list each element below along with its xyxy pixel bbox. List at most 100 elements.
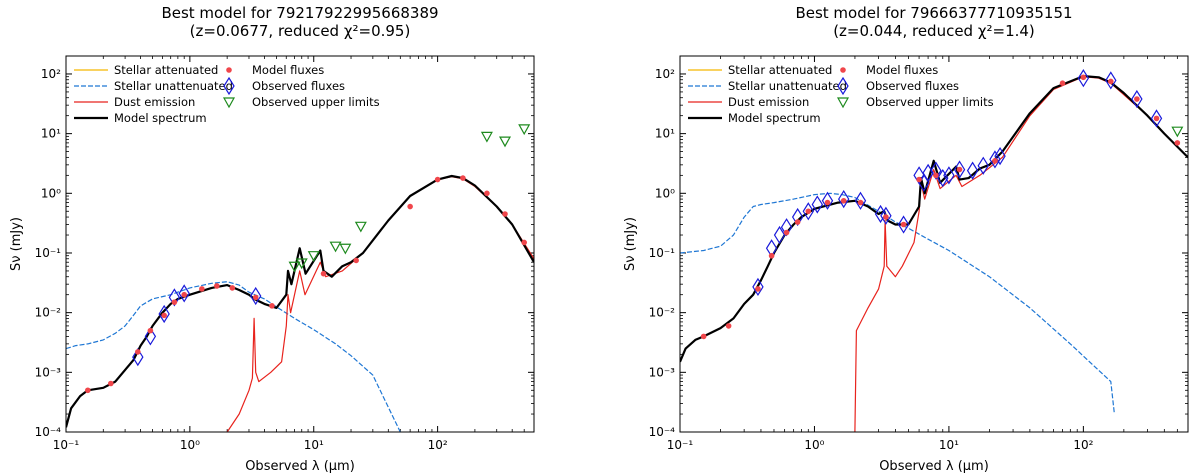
model-flux-point <box>933 172 939 179</box>
legend-label: Observed fluxes <box>252 79 345 93</box>
legend-label: Dust emission <box>114 95 195 109</box>
y-axis-label: Sν (mJy) <box>9 217 24 271</box>
model-flux-point <box>805 208 812 215</box>
observed-flux-point <box>168 288 181 307</box>
legend: Stellar attenuated Stellar unattenuated Du… <box>688 63 994 125</box>
observed-flux-point <box>791 207 804 227</box>
model-flux-point <box>320 270 327 277</box>
chart-title: Best model for 79217922995668389 <box>161 4 438 22</box>
observed-flux-point <box>880 206 892 225</box>
y-tick-label: 10⁻⁴ <box>35 425 62 439</box>
x-tick-label: 10⁻¹ <box>667 438 694 452</box>
observed-flux-point <box>943 166 955 185</box>
legend-swatch <box>226 67 232 73</box>
upper-limit-point <box>498 136 512 148</box>
model-flux-point <box>755 286 761 292</box>
observed-flux-point <box>752 277 764 297</box>
y-tick-label: 10⁻² <box>35 306 62 320</box>
chart-subtitle: (z=0.044, reduced χ²=1.4) <box>833 22 1035 40</box>
upper-limit-point <box>295 258 308 270</box>
model-flux-point <box>484 190 490 197</box>
model-flux-point <box>824 199 831 206</box>
chart-panel-left: Best model for 79217922995668389 (z=0.06… <box>9 4 535 474</box>
observed-flux-point <box>937 168 949 188</box>
model-flux-point <box>161 312 167 319</box>
observed-flux-point <box>994 146 1006 166</box>
series-model-spectrum <box>66 174 534 428</box>
model-flux-point <box>252 294 259 301</box>
observed-flux-point <box>1077 69 1090 88</box>
observed-flux-point <box>1105 71 1117 90</box>
observed-flux-point <box>989 150 1001 169</box>
model-flux-point <box>521 239 527 246</box>
plot-area <box>66 124 534 432</box>
y-tick-label: 10⁻¹ <box>649 246 676 260</box>
x-tick-label: 10⁰ <box>180 438 200 452</box>
model-flux-point <box>502 211 508 217</box>
observed-flux-point <box>1131 89 1143 109</box>
model-flux-point <box>956 166 963 173</box>
upper-limit-point <box>518 124 531 136</box>
x-tick-label: 10² <box>1073 438 1093 452</box>
y-tick-label: 10⁻³ <box>35 365 62 379</box>
legend: Stellar attenuated Stellar unattenuated Du… <box>74 63 380 125</box>
observed-flux-point <box>953 160 966 179</box>
model-flux-point <box>700 333 707 340</box>
model-flux-point <box>1059 80 1066 87</box>
upper-limit-point <box>354 221 367 233</box>
plot-area <box>680 69 1188 432</box>
observed-flux-point <box>158 304 170 324</box>
model-flux-point <box>900 221 907 228</box>
model-flux-point <box>992 158 998 164</box>
legend-label: Stellar unattenuated <box>114 79 233 93</box>
y-tick-label: 10⁰ <box>41 186 61 200</box>
model-flux-point <box>460 175 466 181</box>
x-axis-label: Observed λ (μm) <box>879 459 989 474</box>
y-tick-label: 10⁻³ <box>649 365 676 379</box>
plot-frame <box>65 55 535 433</box>
y-tick-label: 10² <box>655 67 675 81</box>
observed-flux-point <box>966 161 979 180</box>
model-flux-point <box>794 219 801 225</box>
model-flux-point <box>1108 78 1114 85</box>
model-flux-point <box>85 387 91 394</box>
legend-swatch <box>222 97 236 109</box>
observed-flux-point <box>132 347 144 367</box>
model-flux-point <box>434 176 441 183</box>
model-flux-point <box>1153 115 1160 122</box>
chart-title: Best model for 79666377710935151 <box>795 4 1072 22</box>
model-flux-point <box>407 203 413 210</box>
model-flux-point <box>229 285 236 291</box>
series-dust-emission <box>854 76 1188 432</box>
observed-flux-point <box>837 189 850 209</box>
upper-limit-point <box>480 131 493 143</box>
observed-flux-point <box>930 161 942 180</box>
y-tick-label: 10¹ <box>655 127 675 141</box>
series-model-spectrum <box>680 75 1188 363</box>
observed-flux-point <box>144 327 157 346</box>
legend-swatch <box>840 67 846 73</box>
model-flux-point <box>768 252 775 259</box>
model-flux-point <box>147 327 154 334</box>
x-tick-label: 10⁰ <box>804 438 824 452</box>
x-tick-label: 10¹ <box>304 438 324 452</box>
legend-swatch <box>836 97 850 109</box>
y-tick-label: 10⁻² <box>649 306 676 320</box>
upper-limit-point <box>288 261 301 273</box>
legend-swatch <box>837 76 849 96</box>
model-flux-point <box>883 214 889 220</box>
legend-label: Model fluxes <box>252 63 324 77</box>
model-flux-point <box>1080 74 1087 81</box>
legend-label: Observed fluxes <box>866 79 959 93</box>
plot-frame <box>679 55 1189 433</box>
series-stellar-unattenuated <box>66 281 401 432</box>
legend-label: Observed upper limits <box>866 95 994 109</box>
model-flux-point <box>353 257 359 264</box>
observed-flux-point <box>802 202 815 221</box>
observed-flux-point <box>773 225 786 245</box>
observed-flux-point <box>249 286 262 306</box>
x-tick-label: 10¹ <box>939 438 959 452</box>
observed-flux-point <box>811 195 824 214</box>
legend-swatch <box>223 76 235 96</box>
y-tick-label: 10⁻⁴ <box>649 425 676 439</box>
